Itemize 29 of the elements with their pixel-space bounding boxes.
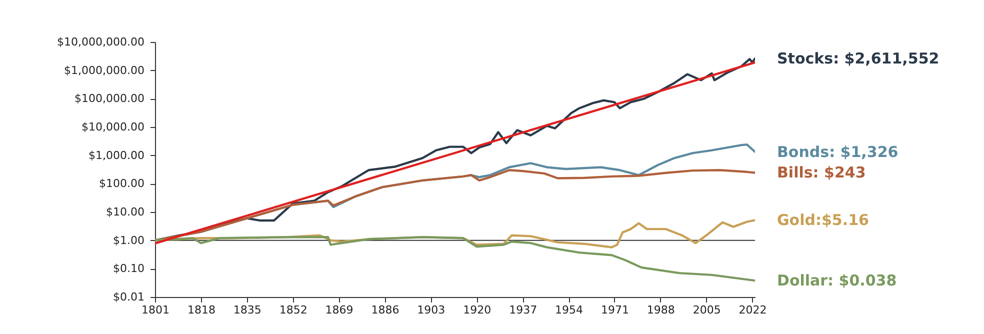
x-tick-label: 1920	[463, 304, 492, 316]
x-tick-label: 1818	[187, 304, 216, 316]
series-label: Stocks: $2,611,552	[777, 50, 940, 68]
y-tick-label: $1,000,000.00	[64, 64, 144, 77]
y-tick-label: $0.10	[113, 262, 144, 276]
series-label: Gold:$5.16	[777, 211, 869, 230]
series-label: Bills: $243	[777, 164, 866, 182]
x-tick-label: 1801	[142, 304, 170, 316]
x-tick-label: 1971	[600, 304, 629, 316]
x-tick-label: 2005	[692, 304, 721, 316]
y-tick-label: $0.01	[113, 290, 144, 304]
series-label: Bonds: $1,326	[777, 142, 898, 161]
x-tick-label: 1937	[509, 304, 538, 316]
y-tick-label: $100.00	[99, 177, 144, 190]
x-tick-label: 1886	[371, 304, 400, 316]
y-tick-label: $10,000.00	[82, 120, 144, 134]
x-tick-label: 1852	[279, 304, 308, 316]
x-tick-label: 1835	[233, 304, 262, 316]
series-label: Dollar: $0.038	[777, 272, 897, 290]
x-tick-label: 2022	[738, 304, 767, 316]
x-tick-label: 1903	[417, 304, 446, 316]
y-tick-label: $100,000.00	[74, 92, 144, 106]
x-tick-label: 1954	[555, 304, 584, 316]
x-tick-label: 1988	[646, 304, 675, 316]
y-tick-label: $10.00	[106, 206, 144, 218]
x-tick-label: 1869	[325, 304, 354, 316]
y-tick-label: $1.00	[113, 234, 144, 247]
y-tick-label: $10,000,000.00	[57, 36, 144, 48]
y-tick-label: $1,000.00	[88, 148, 144, 162]
